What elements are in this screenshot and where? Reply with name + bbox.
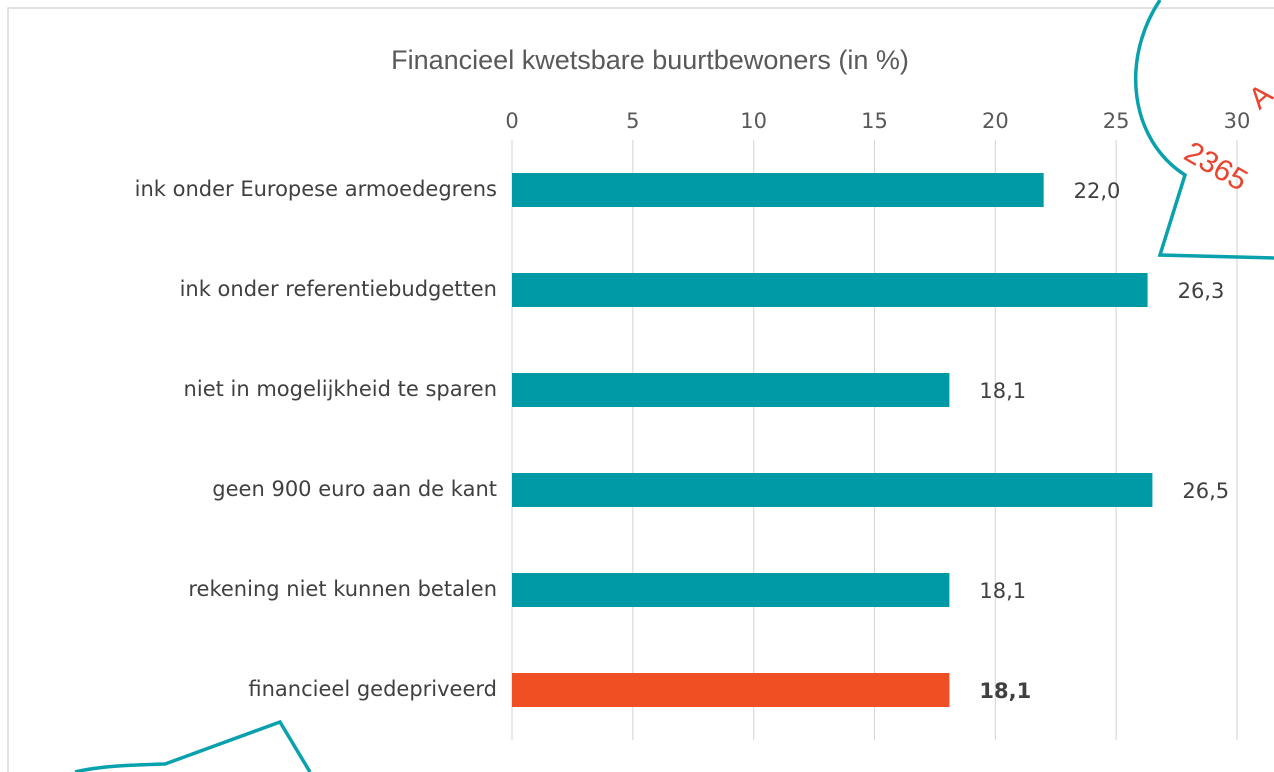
- x-tick-label: 0: [505, 109, 518, 133]
- bar: [512, 673, 949, 707]
- y-tick-label: ink onder referentiebudgetten: [180, 277, 497, 301]
- chart: 22,0 26,3 18,1 26,5 18,1 18,1 Financieel kwet…: [0, 0, 1274, 772]
- bar: [512, 173, 1044, 207]
- y-tick-label: ink onder Europese armoedegrens: [135, 177, 497, 201]
- x-tick-label: 25: [1103, 109, 1130, 133]
- x-tick-label: 15: [861, 109, 888, 133]
- y-tick-label: rekening niet kunnen betalen: [188, 577, 497, 601]
- page: 22,0 26,3 18,1 26,5 18,1 18,1 Financieel kwet…: [0, 0, 1274, 772]
- value-label: 18,1: [979, 579, 1026, 603]
- bar: [512, 373, 949, 407]
- bar: [512, 273, 1148, 307]
- y-tick-label: niet in mogelijkheid te sparen: [184, 377, 497, 401]
- y-tick-label: financieel gedepriveerd: [248, 677, 497, 701]
- x-tick-label: 5: [626, 109, 639, 133]
- x-tick-label: 10: [740, 109, 767, 133]
- value-label: 18,1: [979, 679, 1031, 703]
- x-tick-label: 30: [1224, 109, 1251, 133]
- value-label: 26,5: [1182, 479, 1229, 503]
- bar: [512, 473, 1152, 507]
- chart-title: Financieel kwetsbare buurtbewoners (in %…: [391, 45, 909, 75]
- y-tick-label: geen 900 euro aan de kant: [212, 477, 497, 501]
- value-label: 18,1: [979, 379, 1026, 403]
- value-label: 26,3: [1178, 279, 1225, 303]
- bar: [512, 573, 949, 607]
- value-label: 22,0: [1074, 179, 1121, 203]
- x-tick-label: 20: [982, 109, 1009, 133]
